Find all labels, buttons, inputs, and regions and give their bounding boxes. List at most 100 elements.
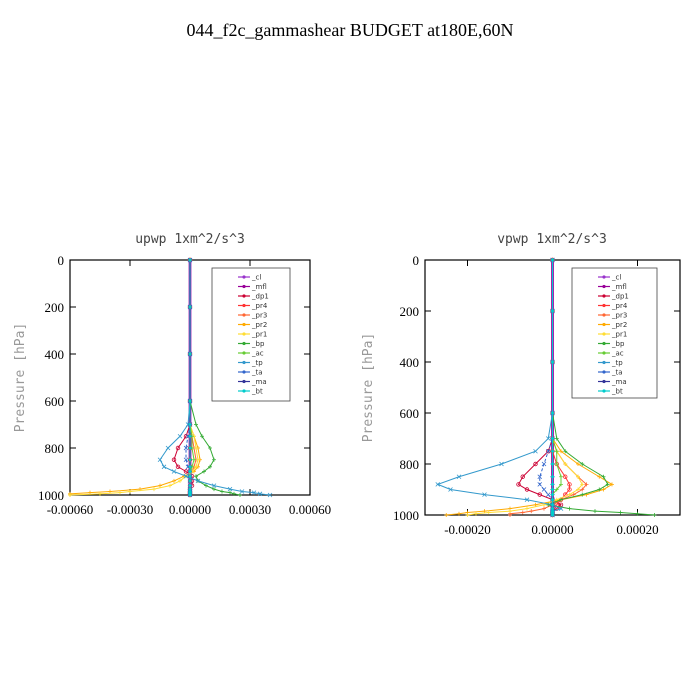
data-point (571, 492, 576, 497)
data-point (533, 461, 538, 467)
data-point (567, 506, 572, 511)
legend-marker (242, 275, 246, 279)
data-point (448, 487, 453, 492)
legend-label: _pr4 (611, 302, 628, 310)
data-point (188, 399, 192, 403)
data-point (177, 433, 183, 439)
data-point (194, 446, 198, 450)
data-point (183, 457, 189, 463)
chart-panel-2: vpwp 1xm^2/s^3 Pressure [hPa] 0 200 400 600 80… (361, 232, 681, 537)
data-point (550, 462, 555, 466)
data-point (550, 492, 555, 497)
data-point (172, 478, 176, 483)
data-point (601, 487, 606, 492)
data-point (559, 474, 563, 479)
y-tick-label: 800 (400, 457, 420, 472)
legend-label: _ma (251, 378, 267, 386)
legend-marker (242, 284, 246, 289)
y-tick-label: 400 (400, 355, 420, 370)
data-point (541, 487, 547, 492)
data-point (550, 449, 555, 454)
data-point (576, 487, 580, 492)
data-point (567, 482, 572, 487)
data-point (194, 422, 198, 427)
data-point (128, 489, 132, 494)
legend-label: _mfl (251, 283, 267, 291)
data-point (178, 478, 182, 483)
data-point (550, 360, 555, 364)
legend-marker (242, 294, 246, 298)
data-point (550, 487, 555, 492)
chart-title: upwp 1xm^2/s^3 (135, 232, 245, 247)
page-title: 044_f2c_gammashear BUDGET at180E,60N (186, 20, 514, 40)
data-point (188, 487, 192, 492)
data-point (457, 511, 461, 516)
data-point (550, 502, 555, 507)
x-tick-label: 0.00000 (169, 502, 211, 517)
legend-marker (242, 303, 246, 308)
series-line-pr1 (69, 260, 199, 496)
data-point (550, 411, 555, 415)
data-point (188, 457, 192, 462)
legend-marker (242, 360, 246, 365)
x-tick-label: -0.00030 (107, 502, 154, 517)
legend-label: _pr4 (251, 302, 268, 310)
data-point (208, 446, 212, 450)
data-point (228, 490, 232, 495)
data-point (202, 469, 206, 474)
data-point (533, 502, 538, 507)
data-point (580, 492, 585, 497)
legend-label: _bp (611, 340, 625, 348)
data-point (550, 506, 555, 511)
y-axis-label: Pressure [hPa] (13, 323, 28, 433)
legend-label: _pr3 (611, 312, 627, 320)
data-point (211, 483, 217, 488)
data-point (188, 469, 192, 474)
data-point (220, 489, 224, 494)
data-point (635, 511, 640, 516)
legend-box (211, 267, 291, 402)
data-point (188, 464, 192, 469)
data-point (232, 491, 236, 496)
data-point (520, 474, 525, 479)
legend-marker (602, 332, 606, 336)
data-point (204, 483, 208, 488)
data-point (601, 474, 606, 479)
data-point (194, 464, 198, 469)
data-point (188, 422, 192, 427)
data-point (546, 449, 551, 454)
legend-label: _bt (611, 388, 623, 396)
data-point (567, 492, 572, 497)
data-point (188, 258, 192, 262)
legend-label: _ac (251, 350, 264, 358)
data-point (580, 482, 585, 487)
data-point (98, 491, 102, 496)
data-point (118, 490, 122, 495)
data-point (183, 445, 189, 451)
legend-marker (602, 351, 606, 355)
y-tick-label: 1000 (393, 508, 419, 523)
y-tick-label: 400 (45, 347, 65, 362)
data-point (563, 474, 568, 479)
data-point (550, 474, 555, 479)
data-point (533, 448, 538, 454)
data-point (192, 457, 196, 462)
data-point (474, 511, 478, 516)
legend-label: _ta (251, 369, 263, 377)
legend-box (571, 267, 658, 399)
x-tick-label: -0.00060 (47, 502, 94, 517)
data-point (168, 483, 172, 488)
legend-marker (242, 332, 246, 336)
x-tick-label: 0.00060 (289, 502, 331, 517)
data-point (525, 506, 529, 511)
legend-label: _cl (611, 274, 621, 282)
data-point (435, 482, 441, 487)
legend-marker (602, 341, 606, 346)
data-point (652, 513, 657, 517)
legend-marker (602, 389, 606, 393)
data-point (559, 449, 563, 454)
data-point (171, 469, 177, 474)
data-point (239, 489, 245, 494)
chart-panel-1: upwp 1xm^2/s^3 Pressure [hPa] 0 200 400 600 80… (13, 232, 331, 517)
y-tick-label: 600 (400, 406, 420, 421)
